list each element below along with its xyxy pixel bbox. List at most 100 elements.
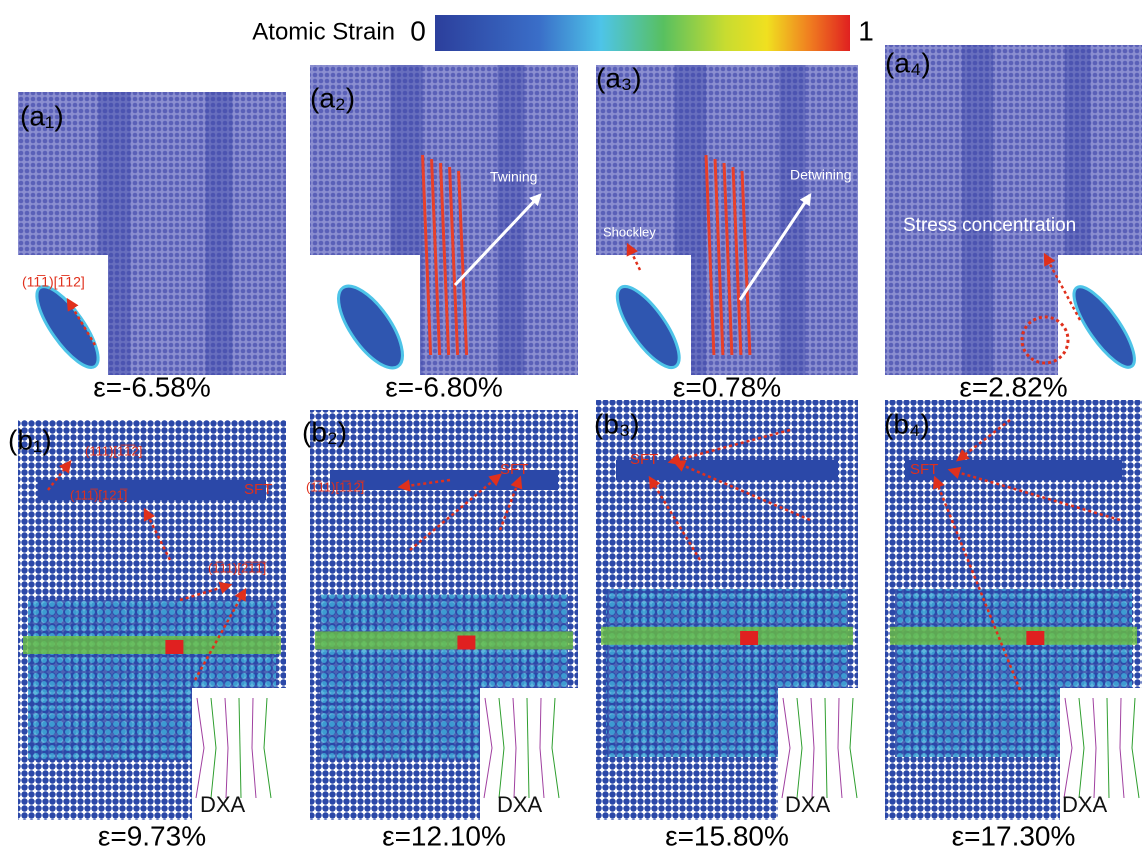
- dxa-line: [483, 697, 493, 799]
- arrow: [66, 297, 97, 346]
- annotation: (111̅)[121̅]: [70, 487, 128, 502]
- colorbar-max: 1: [858, 15, 874, 46]
- panel-label: (a₂): [310, 82, 355, 113]
- colorbar-gradient: [435, 15, 850, 51]
- panel-label: (b₃): [594, 408, 640, 439]
- dxa-line: [263, 697, 272, 799]
- twin-boundary: [421, 154, 433, 356]
- panel: (a₃) ε=0.78% Shockley Detwining: [596, 62, 858, 402]
- dxa-line: [849, 697, 858, 799]
- dxa-line: [1092, 697, 1097, 799]
- darker-band: [205, 92, 233, 375]
- dxa-line: [210, 697, 217, 799]
- dislocation-band: [38, 480, 266, 500]
- peak-strain: [457, 635, 476, 650]
- colorbar-title: Atomic Strain: [252, 18, 395, 45]
- panel-label: (a₃): [596, 62, 642, 93]
- panel: (a₄) ε=2.82% Stress concentration: [885, 45, 1142, 402]
- highlight-circle: [1020, 315, 1070, 365]
- annotation: Twining: [490, 169, 537, 185]
- annotation: Detwining: [790, 167, 851, 183]
- twin-boundary: [457, 170, 469, 356]
- dxa-line: [1063, 697, 1073, 799]
- strain-label: ε=0.78%: [673, 371, 781, 402]
- dxa-line: [824, 697, 828, 799]
- dxa-line: [810, 697, 815, 799]
- annotation: DXA: [497, 792, 543, 817]
- colorbar: Atomic Strain 0 1: [252, 15, 874, 51]
- dxa-line: [526, 697, 530, 799]
- twin-boundary: [430, 158, 442, 356]
- panel-label: (a₁): [20, 100, 64, 131]
- twin-boundary: [740, 170, 752, 356]
- dxa-line: [551, 697, 560, 799]
- panel: (b₁) ε=9.73% (111)[1̅1̅2] (111̅)[121̅] SFT (1…: [8, 420, 286, 851]
- arrow: [1043, 252, 1082, 321]
- dxa-line: [781, 697, 791, 799]
- arrow: [672, 460, 811, 522]
- darker-band: [497, 65, 525, 375]
- dxa-line: [837, 697, 843, 799]
- inset-defect: [615, 284, 681, 370]
- peak-strain: [1026, 631, 1045, 645]
- twin-boundary: [704, 154, 716, 356]
- annotation: DXA: [785, 792, 831, 817]
- high-strain-band: [890, 626, 1137, 645]
- arrow: [932, 475, 1022, 691]
- annotation: (111)[1̅1̅2]: [85, 443, 142, 458]
- panel-label: (b₁): [8, 424, 52, 455]
- twin-boundary: [722, 162, 734, 356]
- twin-boundary: [713, 158, 725, 356]
- dxa-line: [1131, 697, 1140, 799]
- panel: (b₃) ε=15.80% SFT DXA: [594, 400, 858, 851]
- dxa-line: [1106, 697, 1110, 799]
- arrow: [667, 428, 791, 466]
- strain-label: ε=17.30%: [952, 820, 1076, 851]
- annotation: SFT: [244, 481, 272, 498]
- arrow: [409, 473, 502, 551]
- high-strain-band: [23, 636, 281, 654]
- panel: (a₂) ε=-6.80% Twining: [310, 65, 578, 402]
- arrow: [453, 193, 542, 287]
- arrow: [648, 475, 702, 561]
- annotation: SFT: [500, 461, 528, 478]
- darker-band: [962, 45, 993, 375]
- annotation: SFT: [630, 451, 658, 468]
- arrow: [738, 193, 812, 301]
- panel-label: (b₂): [302, 416, 347, 447]
- strain-label: ε=12.10%: [382, 820, 506, 851]
- twin-boundary: [448, 166, 460, 356]
- dxa-line: [238, 697, 242, 799]
- annotation: DXA: [200, 792, 246, 817]
- inset-defect: [35, 285, 100, 369]
- strain-label: ε=-6.80%: [385, 371, 503, 402]
- annotation: (11̅1)[1̅12]: [22, 274, 85, 290]
- dxa-line: [1078, 697, 1085, 799]
- annotation: Shockley: [603, 224, 656, 239]
- inset-defect: [337, 284, 404, 370]
- panels: (a₁) ε=-6.58% (11̅1)[1̅12] (a₂) ε=-6.80% Twin…: [8, 45, 1142, 851]
- annotation: (1̅11)[1̅12̅]: [306, 479, 365, 494]
- panel: (b₂) ε=12.10% (1̅11)[1̅12̅] SFT DXA: [302, 410, 578, 851]
- panel: (a₁) ε=-6.58% (11̅1)[1̅12]: [18, 92, 286, 402]
- dxa-line: [539, 697, 545, 799]
- inset: [1060, 688, 1142, 820]
- dxa-line: [251, 697, 257, 799]
- arrow: [626, 242, 642, 271]
- strain-label: ε=15.80%: [665, 820, 789, 851]
- arrow: [397, 478, 451, 492]
- panel: (b₄) ε=17.30% SFT DXA: [884, 400, 1142, 851]
- annotation: (1̅11)[2̅1̅1̅]: [208, 560, 267, 575]
- high-strain-band: [601, 626, 853, 645]
- dxa-line: [1119, 697, 1125, 799]
- inset: [778, 688, 858, 820]
- annotation: DXA: [1062, 792, 1108, 817]
- dxa-line: [224, 697, 229, 799]
- dxa-line: [498, 697, 505, 799]
- dxa-line: [796, 697, 803, 799]
- inset-defect: [1072, 285, 1136, 369]
- peak-strain: [165, 640, 184, 654]
- panel-label: (b₄): [884, 408, 930, 439]
- arrow: [193, 587, 247, 681]
